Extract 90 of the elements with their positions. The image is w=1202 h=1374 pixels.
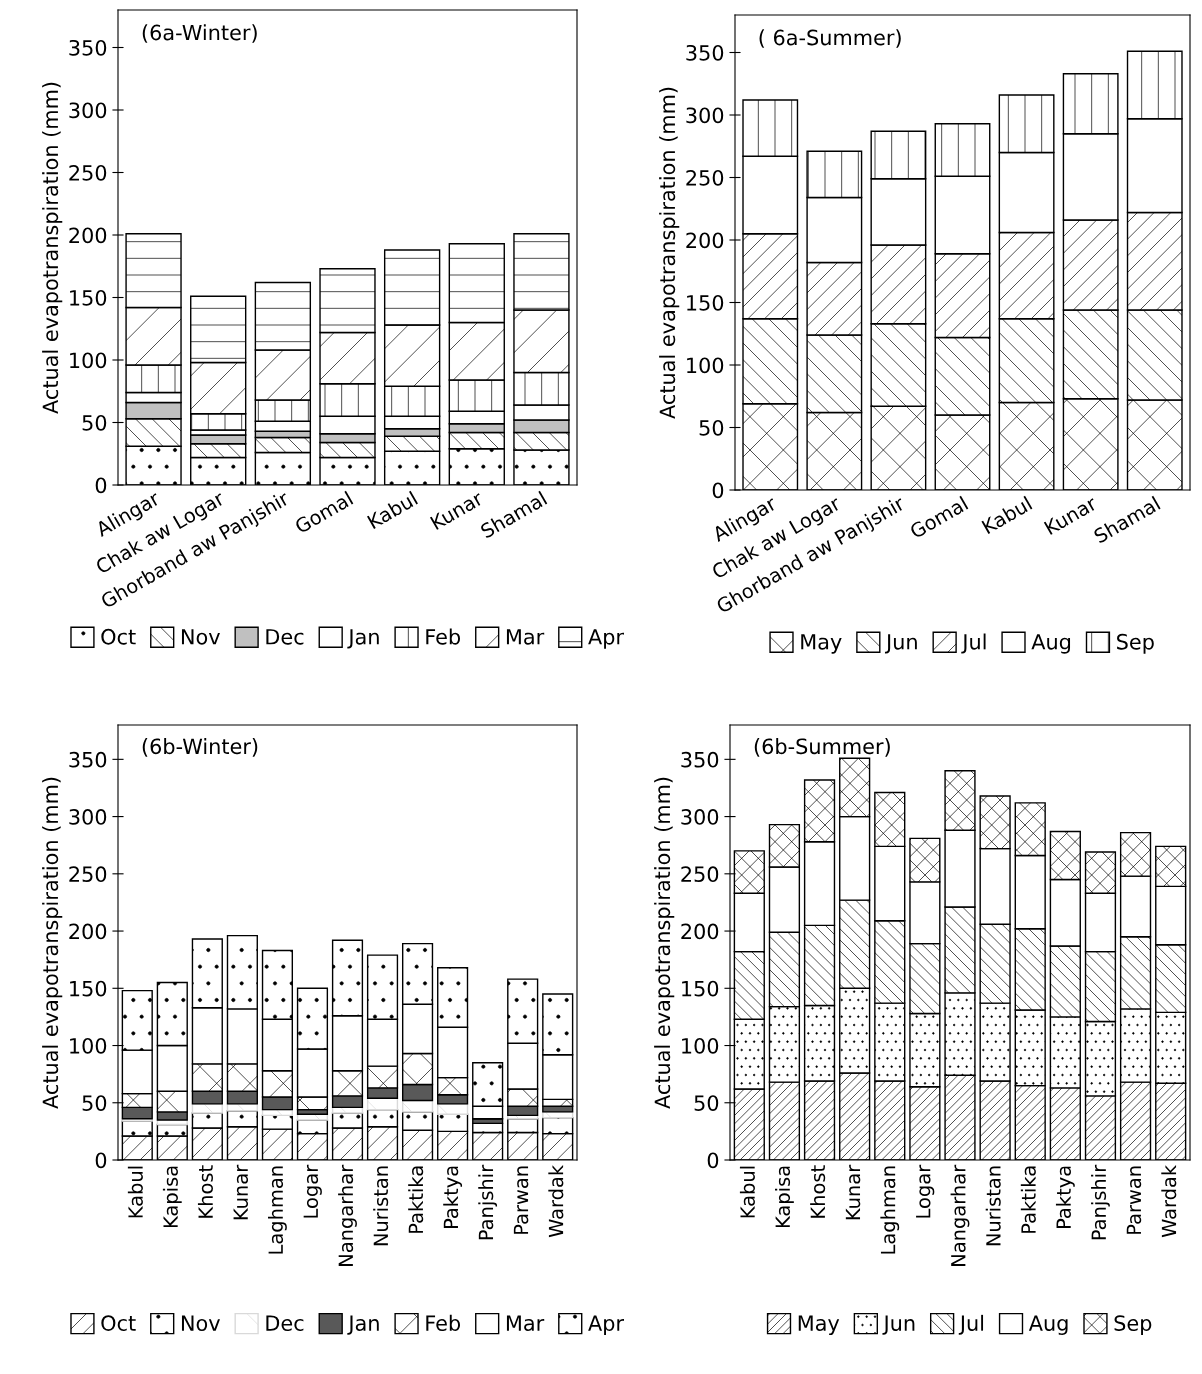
y-tick-label: 350 <box>69 39 107 56</box>
y-tick-label: 300 <box>69 809 107 825</box>
legend-label: Sep <box>1117 633 1154 654</box>
legend-label: Jun <box>884 634 917 654</box>
x-tick-label: Paktika <box>408 1166 424 1233</box>
text: ( 6a-Summer) <box>759 29 901 48</box>
legend-label: Dec <box>266 629 304 645</box>
y-tick-label: 0 <box>95 1152 107 1169</box>
y-tick-label: 300 <box>681 809 719 825</box>
y-tick-label: 100 <box>687 357 724 374</box>
legend-label: Dec <box>266 1315 304 1331</box>
x-tick-label: Paktya <box>1055 1166 1075 1229</box>
x-tick-label: Paktya <box>443 1166 463 1229</box>
legend-label: Apr <box>588 1315 625 1336</box>
x-tick-label: Kapisa <box>162 1166 182 1228</box>
x-tick-label: Nuristan <box>985 1166 1001 1246</box>
legend-label: Nov <box>181 629 220 645</box>
y-tick-label: 300 <box>69 102 107 119</box>
y-tick-label: 0 <box>712 482 724 499</box>
legend-label: May <box>801 634 842 654</box>
y-tick-label: 350 <box>681 751 719 768</box>
legend-label: May <box>798 1315 840 1336</box>
legend-label: Jun <box>882 1315 915 1335</box>
x-tick-label: Panjshir <box>1091 1164 1110 1240</box>
y-tick-label: 0 <box>707 1152 719 1169</box>
x-tick-label: Kapisa <box>775 1166 794 1228</box>
y-tick-label: 200 <box>686 232 724 249</box>
legend-label: Jan <box>347 1315 379 1335</box>
y-tick-label: 50 <box>699 419 724 436</box>
y-tick-label: 350 <box>69 751 107 768</box>
y-tick-label: 100 <box>682 1037 719 1054</box>
legend-label: Feb <box>426 628 461 645</box>
x-tick-label: Kabul <box>127 1166 143 1218</box>
y-axis-title: Actual evapotranspiration (mm) <box>654 777 675 1109</box>
legend-label: Aug <box>1028 1315 1068 1336</box>
y-tick-label: 300 <box>686 107 724 124</box>
legend-label: Jan <box>347 629 379 649</box>
x-tick-label: Laghman <box>268 1166 287 1254</box>
legend-label: Mar <box>506 629 545 645</box>
legend-label: Aug <box>1031 634 1071 654</box>
legend-label: Nov <box>181 1315 220 1331</box>
text: (6a-Winter) <box>142 24 257 43</box>
x-tick-label: Kunar <box>233 1164 249 1220</box>
x-tick-label: Parwan <box>1126 1166 1142 1234</box>
x-tick-label: Khost <box>810 1165 826 1218</box>
x-tick-label: Wardak <box>548 1164 564 1238</box>
y-tick-label: 0 <box>95 477 107 494</box>
text: (6b-Summer) <box>754 738 890 757</box>
y-tick-label: 200 <box>69 923 107 940</box>
y-tick-label: 250 <box>69 866 107 883</box>
x-tick-label: Laghman <box>880 1166 900 1254</box>
y-axis-title: Actual evapotranspiration (mm) <box>42 82 63 414</box>
x-tick-label: Logar <box>916 1164 935 1218</box>
text: (6b-Winter) <box>142 738 258 757</box>
x-tick-label: Wardak <box>1161 1164 1177 1238</box>
legend-label: Oct <box>101 628 136 645</box>
y-tick-label: 100 <box>70 352 107 369</box>
legend-label: Jul <box>958 1314 984 1335</box>
y-tick-label: 100 <box>70 1037 107 1054</box>
legend-label: Apr <box>588 629 625 649</box>
y-tick-label: 150 <box>70 289 107 306</box>
y-tick-label: 250 <box>69 164 107 181</box>
legend-label: Feb <box>426 1314 461 1331</box>
y-axis-title: Actual evapotranspiration (mm) <box>659 87 680 419</box>
y-tick-label: 150 <box>70 980 107 997</box>
y-tick-label: 150 <box>682 980 719 997</box>
x-tick-label: Khost <box>197 1165 213 1218</box>
x-tick-label: Nangarhar <box>338 1164 357 1266</box>
x-tick-label: Parwan <box>513 1166 529 1234</box>
y-tick-label: 50 <box>82 1095 107 1111</box>
x-tick-label: Paktika <box>1020 1166 1036 1233</box>
x-tick-label: Nuristan <box>373 1166 389 1246</box>
y-axis-title: Actual evapotranspiration (mm) <box>42 777 63 1109</box>
x-tick-label: Panjshir <box>478 1164 498 1240</box>
x-tick-label: Kunar <box>845 1164 861 1220</box>
y-tick-label: 50 <box>82 414 107 431</box>
y-tick-label: 150 <box>687 294 724 311</box>
legend-label: Sep <box>1114 1315 1152 1336</box>
y-tick-label: 250 <box>681 866 719 883</box>
x-tick-label: Kabul <box>739 1166 755 1218</box>
y-tick-label: 200 <box>69 227 107 244</box>
y-tick-label: 350 <box>686 44 724 61</box>
x-tick-label: Logar <box>303 1164 322 1218</box>
y-tick-label: 50 <box>694 1095 719 1111</box>
y-tick-label: 250 <box>686 169 724 186</box>
legend-label: Jul <box>961 633 986 654</box>
y-tick-label: 200 <box>681 923 719 940</box>
legend-label: Oct <box>101 1315 136 1331</box>
legend-label: Mar <box>506 1315 545 1331</box>
x-tick-label: Nangarhar <box>950 1164 970 1266</box>
